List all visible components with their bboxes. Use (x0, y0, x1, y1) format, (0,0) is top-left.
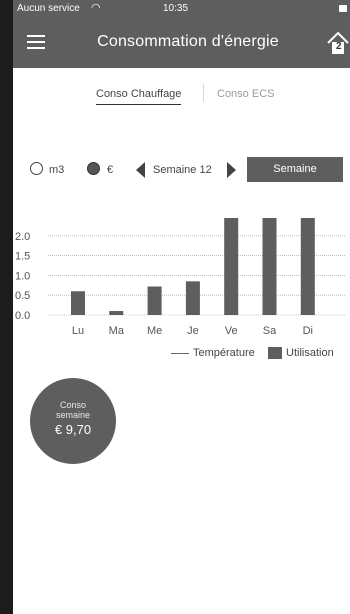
status-time: 10:35 (163, 3, 189, 14)
x-tick-label: Sa (263, 325, 277, 337)
hamburger-icon[interactable] (27, 34, 47, 50)
conso-label-line2: semaine (55, 410, 91, 420)
tab-conso-chauffage[interactable]: Conso Chauffage (96, 88, 182, 105)
wifi-icon: ◠ (91, 2, 101, 14)
x-tick-label: Ve (225, 325, 238, 337)
x-tick-label: Je (187, 325, 199, 337)
home-count-badge: 2 (336, 41, 342, 52)
y-tick-label: 1.0 (15, 270, 30, 282)
bar (300, 218, 315, 315)
x-tick-label: Di (303, 325, 313, 337)
nav-bar: Consommation d'énergie 2 (13, 18, 350, 68)
status-bar: Aucun service ◠ 10:35 (13, 0, 350, 18)
battery-icon (339, 5, 347, 12)
page-title: Consommation d'énergie (97, 33, 279, 50)
unit-label-euro: € (107, 164, 114, 176)
legend-temperature-label: Température (193, 347, 255, 359)
carrier-label: Aucun service (17, 3, 80, 14)
y-tick-label: 2.0 (15, 231, 30, 243)
bar (262, 218, 277, 315)
y-tick-label: 0.0 (15, 310, 30, 322)
y-tick-label: 0.5 (15, 290, 30, 302)
unit-radio-m3[interactable] (30, 162, 43, 175)
period-select-button[interactable]: Semaine (247, 157, 343, 182)
consumption-bar-chart: 0.0 0.5 1.0 1.5 2.0 Lu Ma Me Je Ve Sa Di (15, 218, 345, 337)
bar (185, 281, 200, 315)
tab-conso-ecs[interactable]: Conso ECS (217, 88, 275, 100)
previous-week-icon[interactable] (136, 162, 145, 178)
week-label: Semaine 12 (153, 164, 212, 176)
legend-temperature-swatch (171, 353, 189, 354)
legend-utilisation-label: Utilisation (286, 347, 334, 359)
home-icon[interactable]: 2 (326, 31, 350, 55)
bar (147, 286, 162, 315)
next-week-icon[interactable] (227, 162, 236, 178)
weekly-consumption-badge: Conso semaine € 9,70 (30, 378, 116, 464)
legend-utilisation-swatch (268, 347, 282, 359)
tab-divider (203, 84, 204, 102)
y-tick-label: 1.5 (15, 251, 30, 263)
unit-radio-euro[interactable] (87, 162, 100, 175)
bar (71, 291, 85, 315)
conso-value: € 9,70 (54, 422, 92, 437)
unit-label-m3: m3 (49, 164, 65, 176)
home-shape (327, 31, 349, 54)
x-tick-label: Me (147, 325, 162, 337)
x-tick-label: Lu (72, 325, 84, 337)
bar (109, 311, 124, 315)
bar (224, 218, 239, 315)
x-tick-label: Ma (109, 325, 125, 337)
app-screen: Aucun service ◠ 10:35 Consommation d'éne… (13, 0, 350, 614)
conso-label-line1: Conso (59, 400, 86, 410)
